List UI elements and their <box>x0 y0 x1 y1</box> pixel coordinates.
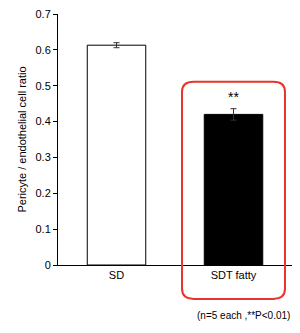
svg-text:**: ** <box>228 89 239 105</box>
svg-text:0.1: 0.1 <box>36 223 51 235</box>
svg-text:0: 0 <box>45 259 51 271</box>
svg-text:Pericyte / endothelial cell ra: Pericyte / endothelial cell ratio <box>16 66 28 212</box>
svg-text:0.4: 0.4 <box>36 115 51 127</box>
svg-text:SDT fatty: SDT fatty <box>211 269 257 281</box>
svg-text:0.2: 0.2 <box>36 187 51 199</box>
svg-text:0.5: 0.5 <box>36 80 51 92</box>
svg-text:0.3: 0.3 <box>36 151 51 163</box>
svg-text:0.7: 0.7 <box>36 8 51 20</box>
svg-text:SD: SD <box>109 269 124 281</box>
svg-text:(n=5 each ,**P<0.01): (n=5 each ,**P<0.01) <box>197 310 290 321</box>
svg-text:0.6: 0.6 <box>36 44 51 56</box>
